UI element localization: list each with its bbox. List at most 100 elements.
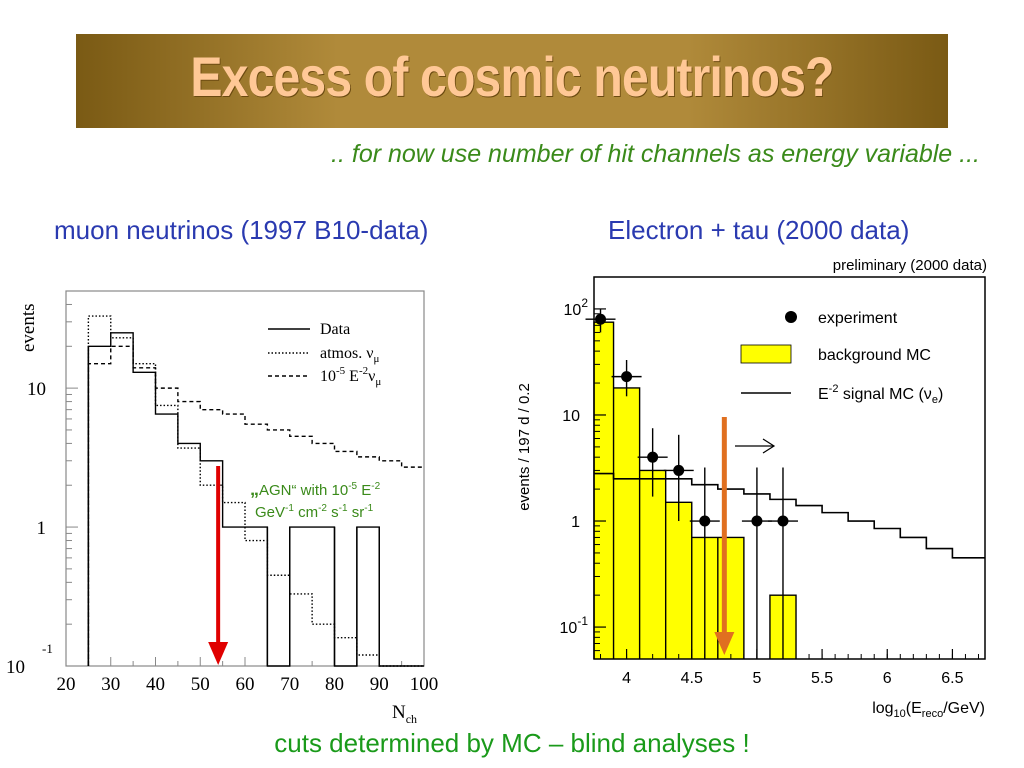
experiment-point <box>673 464 685 476</box>
left-x-label: Nch <box>392 702 417 726</box>
left-x-tick-label: 40 <box>146 674 165 695</box>
right-chart: preliminary (2000 data) 4 4.5 5 5.5 6 6.5 102… <box>516 257 987 720</box>
agn2-exp1: -1 <box>285 503 294 514</box>
experiment-point <box>699 515 711 527</box>
experiment-point <box>777 515 789 527</box>
legend-signal-label: 10-5 E-2νμ <box>320 365 381 388</box>
red-cut-arrow-head <box>208 642 229 665</box>
agn-annotation-line1: „AGN“ with 10-5 E-2 <box>250 479 381 499</box>
agn-quote: „ <box>250 479 259 499</box>
left-x-tick-label: 70 <box>280 674 299 695</box>
left-y-tick-label: 1 <box>37 518 47 539</box>
right-y-label: events / 197 d / 0.2 <box>516 383 533 511</box>
agn-text-a: AGN“ with 10 <box>259 482 348 499</box>
right-x-tick-label: 6 <box>883 670 892 687</box>
agn2-d: sr <box>348 504 365 521</box>
subtitle: .. for now use number of hit channels as… <box>331 140 980 168</box>
background-mc-bar <box>639 470 666 659</box>
legend-background-label: background MC <box>818 347 931 364</box>
background-mc-bar <box>613 387 640 659</box>
left-x-tick-label: 90 <box>370 674 389 695</box>
agn2-b: cm <box>294 504 318 521</box>
right-x-tick-label: 4 <box>622 670 631 687</box>
legend-atmos-text: atmos. ν <box>320 345 373 362</box>
legend-atmos-sub: μ <box>373 353 379 365</box>
left-y-minus1-base: 10 <box>6 657 25 678</box>
left-x-label-main: N <box>392 702 406 723</box>
agn2-exp3: -1 <box>339 503 348 514</box>
left-x-tick-label: 80 <box>325 674 344 695</box>
left-x-label-sub: ch <box>406 712 417 726</box>
legend-signal-mc-exp: -2 <box>829 383 839 395</box>
left-y-label: events <box>18 303 39 352</box>
legend-signal-pre: 10 <box>320 368 336 385</box>
page-title: Excess of cosmic neutrinos? <box>190 45 834 108</box>
agn2-a: GeV <box>255 504 285 521</box>
legend-signal-mc-sub: e <box>932 394 938 406</box>
legend-signal-mid: E <box>345 368 359 385</box>
right-plot-frame <box>593 276 986 660</box>
right-x-label-b: (E <box>906 700 922 717</box>
right-x-tick-label: 4.5 <box>681 670 703 687</box>
legend-background-swatch <box>740 344 792 364</box>
right-x-tick-label: 5.5 <box>811 670 833 687</box>
right-x-label-a: log <box>872 700 893 717</box>
left-y-tick-label: 10 <box>27 379 46 400</box>
right-y-tick-label: 10 <box>562 408 580 425</box>
bottom-note: cuts determined by MC – blind analyses ! <box>274 728 750 758</box>
left-x-tick-label: 50 <box>191 674 210 695</box>
orange-cut-arrow-head <box>714 632 735 655</box>
background-mc-bar <box>594 322 614 659</box>
right-y-tick-label: 1 <box>571 514 580 531</box>
legend-atmos-label: atmos. νμ <box>320 345 379 365</box>
legend-signal-nu: ν <box>368 368 375 385</box>
left-series-dashed <box>87 345 424 666</box>
legend-signal-sub: μ <box>375 376 381 388</box>
right-y-tick-base: 10 <box>562 408 580 425</box>
legend-signal-exp1: -5 <box>336 365 346 377</box>
right-y-tick-base: 10 <box>564 302 582 319</box>
cut-direction-arrow-head <box>762 438 776 454</box>
legend-signal-mc-b: signal MC (ν <box>838 386 931 403</box>
right-x-label-c: /GeV) <box>943 700 985 717</box>
agn-exp2: -2 <box>371 481 380 492</box>
right-panel-title: Electron + tau (2000 data) <box>608 215 910 245</box>
left-chart: 20 30 40 50 60 70 80 90 100 10 1 10 -1 events Nch… <box>6 290 439 726</box>
right-y-tick-label: 10-1 <box>560 614 589 637</box>
right-x-label-sub1: 10 <box>894 708 906 720</box>
right-x-tick-label: 5 <box>752 670 761 687</box>
legend-signal-mc-c: ) <box>938 386 943 403</box>
right-x-label: log10(Ereco/GeV) <box>872 700 985 720</box>
left-y-minus1-exp: -1 <box>42 641 53 656</box>
right-x-label-sub2: reco <box>922 708 943 720</box>
experiment-point <box>647 451 659 463</box>
left-x-tick-label: 60 <box>236 674 255 695</box>
left-x-tick-label: 100 <box>410 674 439 695</box>
experiment-point <box>595 313 607 325</box>
legend-experiment-marker <box>785 311 797 323</box>
right-y-tick-base: 10 <box>560 620 578 637</box>
legend-data-label: Data <box>320 321 350 338</box>
background-mc-bar <box>665 502 692 659</box>
right-y-tick-label: 102 <box>564 296 589 319</box>
experiment-point <box>621 371 633 383</box>
legend-signal-mc-a: E <box>818 386 829 403</box>
right-x-tick-label: 6.5 <box>941 670 963 687</box>
agn2-exp2: -2 <box>318 503 327 514</box>
agn-annotation-line2: GeV-1 cm-2 s-1 sr-1 <box>255 503 374 521</box>
agn2-c: s <box>327 504 339 521</box>
left-x-tick-label: 20 <box>57 674 76 695</box>
legend-experiment-label: experiment <box>818 310 898 327</box>
agn2-exp4: -1 <box>364 503 373 514</box>
title-banner: Excess of cosmic neutrinos? <box>76 34 948 128</box>
right-y-tick-exp: -1 <box>577 614 588 628</box>
agn-text-b: E <box>357 482 371 499</box>
right-y-tick-exp: 2 <box>581 296 588 310</box>
left-x-tick-label: 30 <box>101 674 120 695</box>
right-y-tick-base: 1 <box>571 514 580 531</box>
right-corner-label: preliminary (2000 data) <box>833 257 987 274</box>
left-panel-title: muon neutrinos (1997 B10-data) <box>54 215 429 245</box>
agn-exp1: -5 <box>348 481 357 492</box>
legend-signal-mc-label: E-2 signal MC (νe) <box>818 383 943 406</box>
legend-signal-exp2: -2 <box>359 365 368 377</box>
